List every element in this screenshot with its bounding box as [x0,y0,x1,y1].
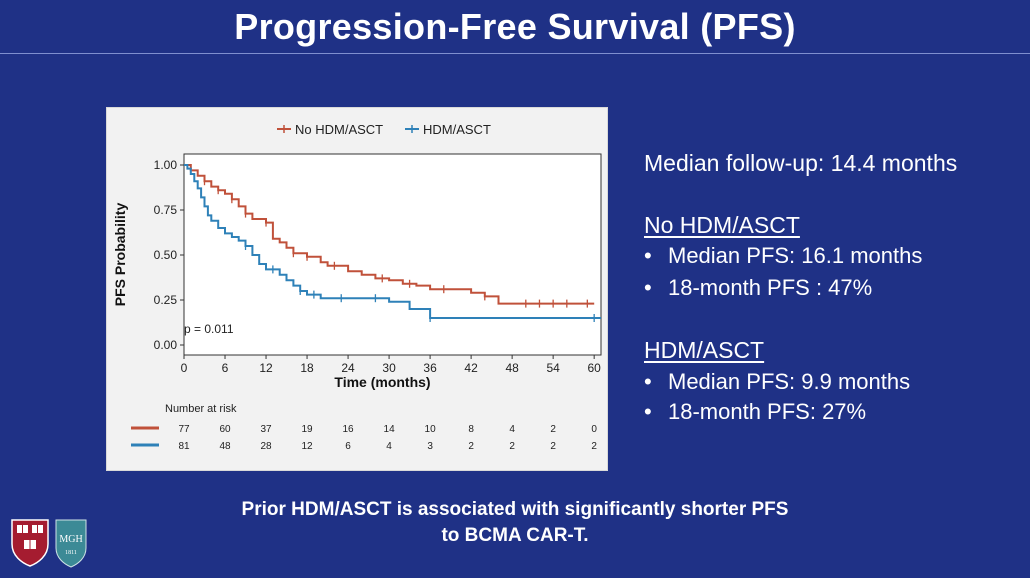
x-tick-label: 24 [341,361,355,375]
bullet-text: Median PFS: 9.9 months [668,369,911,394]
risk-count: 10 [425,424,437,435]
bullet-text: 18-month PFS : 47% [668,275,873,300]
risk-count: 3 [427,441,433,452]
mgh-logo-text: MGH [59,534,82,545]
risk-count: 6 [345,441,351,452]
risk-count: 2 [550,424,556,435]
x-tick-label: 6 [222,361,229,375]
risk-count: 2 [591,441,597,452]
bullet-hdm-median: • Median PFS: 9.9 months [644,369,911,394]
bullet-text: Median PFS: 16.1 months [668,243,923,268]
x-tick-label: 30 [382,361,396,375]
p-value-annotation: p = 0.011 [184,322,234,336]
x-tick-label: 54 [546,361,560,375]
x-tick-label: 12 [259,361,273,375]
y-tick-label: 0.50 [154,248,178,262]
risk-count: 14 [384,424,396,435]
conclusion-line-1: Prior HDM/ASCT is associated with signif… [241,499,789,520]
x-axis-label: Time (months) [334,374,430,390]
km-chart: 0.000.250.500.751.000 6 12 18 24 30 36 42 48 54 60… [112,122,602,452]
risk-count: 60 [219,424,231,435]
legend-label: No HDM/ASCT [295,122,383,137]
y-tick-label: 0.75 [154,203,178,217]
risk-count: 4 [386,441,392,452]
title-divider [0,53,1030,54]
x-tick-label: 42 [464,361,478,375]
mgh-logo-year: 1811 [65,550,77,556]
risk-count: 2 [509,441,515,452]
x-tick-label: 36 [423,361,437,375]
y-tick-label: 0.00 [154,338,178,352]
risk-count: 2 [550,441,556,452]
risk-count: 16 [343,424,355,435]
group-heading-no-hdm: No HDM/ASCT [644,212,800,238]
risk-count: 12 [301,441,313,452]
risk-count: 77 [178,424,190,435]
km-chart-panel: 0.00 0.25 0.50 0.75 1.00 0 6 12 18 24 30 36 42 48 54 60… [106,107,608,471]
x-tick-label: 18 [300,361,314,375]
risk-count: 37 [260,424,272,435]
plot-area [183,153,602,356]
median-followup: Median follow-up: 14.4 months [644,150,958,176]
legend-label: HDM/ASCT [423,122,491,137]
y-axis-label: PFS Probability [112,203,128,307]
risk-count: 81 [178,441,190,452]
slide-title: Progression-Free Survival (PFS) [234,6,796,47]
x-tick-label: 60 [587,361,601,375]
risk-count: 8 [468,424,474,435]
risk-count: 19 [301,424,313,435]
bullet-no-hdm-18mo: • 18-month PFS : 47% [644,275,873,300]
conclusion-line-2: to BCMA CAR-T. [441,525,589,546]
y-tick-label: 0.25 [154,293,178,307]
risk-count: 48 [219,441,231,452]
bullet-no-hdm-median: • Median PFS: 16.1 months [644,243,923,268]
x-tick-label: 0 [181,361,188,375]
y-tick-label: 1.00 [154,158,178,172]
x-tick-label: 48 [505,361,519,375]
risk-count: 4 [509,424,515,435]
risk-count: 28 [260,441,272,452]
bullet-text: 18-month PFS: 27% [668,399,867,424]
group-heading-hdm: HDM/ASCT [644,337,765,363]
harvard-shield-icon [11,519,49,567]
risk-count: 0 [591,424,597,435]
risk-table-label: Number at risk [165,403,237,415]
risk-count: 2 [468,441,474,452]
bullet-hdm-18mo: • 18-month PFS: 27% [644,399,867,424]
mgh-shield-icon: MGH 1811 [55,519,87,568]
